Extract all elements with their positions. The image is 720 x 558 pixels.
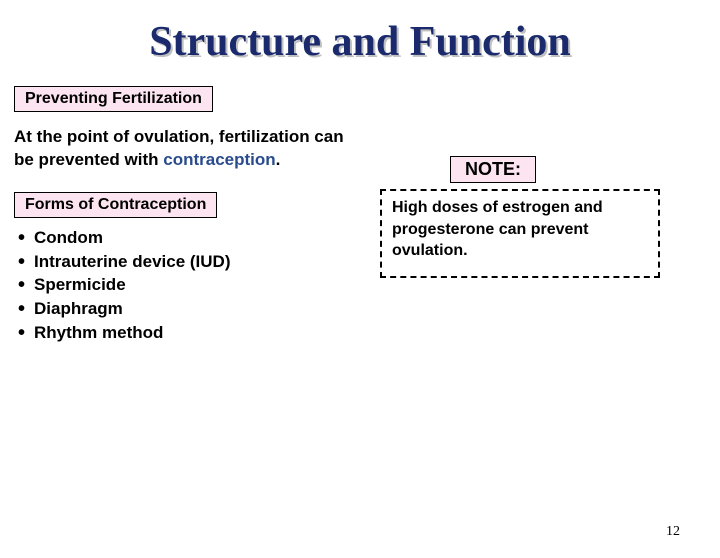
intro-suffix: . (276, 150, 281, 169)
left-column: At the point of ovulation, fertilization… (0, 126, 360, 345)
sub-heading: Forms of Contraception (14, 192, 217, 218)
right-column: NOTE: High doses of estrogen and progest… (360, 126, 700, 345)
slide-title: Structure and Function (0, 18, 720, 66)
list-item: Diaphragm (18, 297, 350, 321)
content-columns: At the point of ovulation, fertilization… (0, 126, 720, 345)
intro-text: At the point of ovulation, fertilization… (14, 126, 350, 172)
intro-highlight: contraception (163, 150, 275, 169)
list-item: Spermicide (18, 273, 350, 297)
list-item: Condom (18, 226, 350, 250)
page-number: 12 (666, 524, 680, 540)
list-item: Intrauterine device (IUD) (18, 250, 350, 274)
note-label: NOTE: (450, 156, 536, 183)
bullet-list: Condom Intrauterine device (IUD) Spermic… (14, 226, 350, 345)
section-heading: Preventing Fertilization (14, 86, 213, 112)
note-box: High doses of estrogen and progesterone … (380, 189, 660, 278)
list-item: Rhythm method (18, 321, 350, 345)
